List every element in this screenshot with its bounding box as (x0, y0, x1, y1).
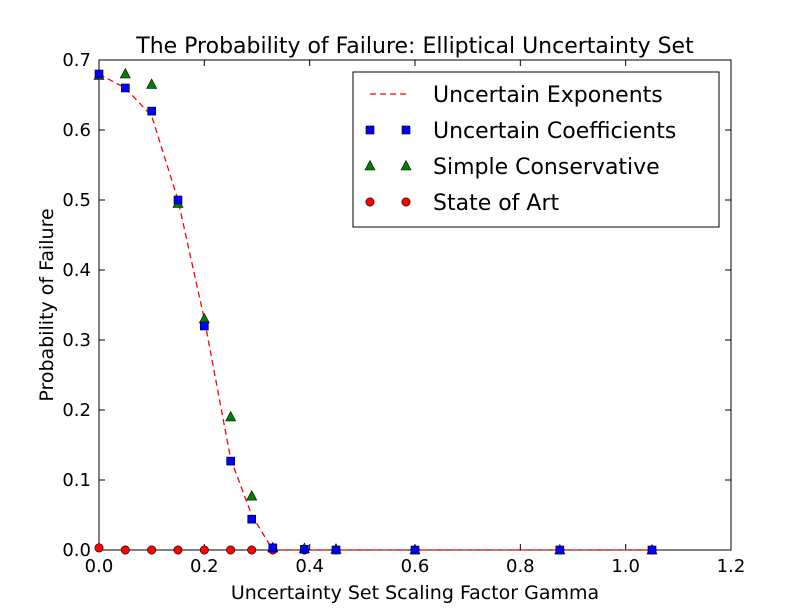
legend-label: State of Art (433, 191, 560, 216)
data-point (410, 545, 420, 555)
data-point (200, 321, 209, 331)
data-point (147, 545, 157, 555)
legend-label: Uncertain Exponents (433, 83, 663, 108)
axes: 0.0 0.2 0.4 0.6 0.8 1.0 1.2 0.0 0.1 0.2 0.3 0.4 0.5 0… (62, 50, 745, 577)
series-uncertain-coefficients (94, 69, 657, 555)
x-tick-label: 0.0 (85, 556, 114, 577)
data-point (199, 545, 209, 555)
data-point (268, 543, 278, 553)
data-point (94, 69, 104, 79)
data-point (226, 456, 235, 466)
chart-title: The Probability of Failure: Elliptical U… (135, 34, 694, 59)
y-axis-label: Probability of Failure (36, 208, 58, 401)
data-point (331, 545, 341, 555)
data-point (121, 83, 130, 93)
legend-label: Simple Conservative (433, 155, 660, 180)
data-point (647, 545, 657, 555)
y-tick-label: 0.3 (62, 330, 91, 351)
legend-label: Uncertain Coefficients (433, 119, 676, 144)
data-point (120, 545, 130, 555)
legend: Uncertain Exponents Uncertain Coefficient… (352, 71, 720, 228)
data-point (300, 544, 309, 554)
x-tick-label: 0.6 (401, 556, 430, 577)
legend-item-state-of-art: State of Art (365, 191, 560, 216)
data-point (247, 545, 257, 555)
x-axis-label: Uncertainty Set Scaling Factor Gamma (231, 582, 599, 604)
data-point (173, 195, 183, 205)
data-point (247, 514, 257, 524)
data-point (173, 545, 183, 555)
y-tick-label: 0.4 (62, 260, 91, 281)
data-point (147, 106, 156, 116)
data-point (226, 545, 236, 555)
y-tick-label: 0.1 (62, 470, 91, 491)
data-point (119, 67, 131, 79)
x-tick-label: 1.0 (611, 556, 640, 577)
legend-marker (401, 197, 411, 207)
legend-marker (400, 159, 412, 171)
legend-frame (352, 71, 720, 228)
legend-item-uncertain-coefficients: Uncertain Coefficients (365, 119, 676, 144)
y-tick-label: 0.7 (62, 50, 91, 71)
legend-item-uncertain-exponents: Uncertain Exponents (370, 83, 663, 108)
data-series (93, 67, 658, 555)
y-tick-label: 0.6 (62, 120, 91, 141)
legend-item-simple-conservative: Simple Conservative (364, 155, 660, 180)
y-tick-label: 0.0 (62, 540, 91, 561)
data-point (555, 545, 565, 555)
data-point (246, 489, 258, 501)
data-point (225, 410, 237, 422)
x-tick-label: 0.2 (190, 556, 219, 577)
legend-marker (365, 125, 375, 135)
data-point (146, 78, 158, 89)
x-tick-label: 0.4 (295, 556, 324, 577)
y-tick-label: 0.5 (62, 190, 91, 211)
data-point (94, 543, 104, 553)
legend-marker (365, 197, 375, 207)
x-tick-label: 0.8 (506, 556, 535, 577)
legend-marker (401, 125, 411, 135)
y-tick-label: 0.2 (62, 400, 91, 421)
x-tick-label: 1.2 (717, 556, 746, 577)
legend-marker (364, 159, 376, 171)
